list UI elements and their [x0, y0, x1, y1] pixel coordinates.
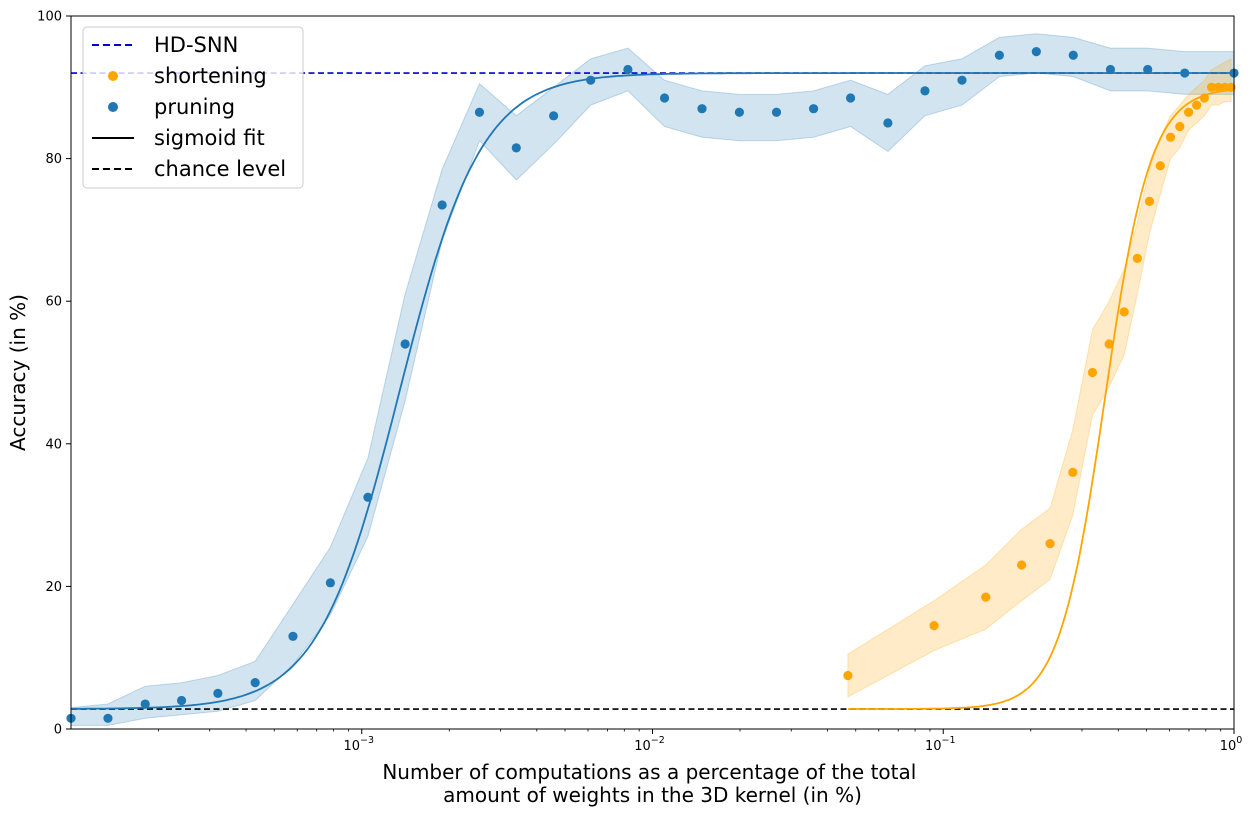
x-tick-label-2: 10−1 — [925, 735, 956, 754]
legend-label-shortening: shortening — [154, 64, 267, 88]
x-axis-ticks: 10−3 10−2 10−1 100 — [158, 729, 1243, 754]
shortening-point-20 — [1226, 82, 1236, 92]
legend-swatch-shortening — [108, 71, 118, 81]
x-axis-label-line2: amount of weights in the 3D kernel (in %… — [443, 783, 862, 807]
legend: HD-SNN shortening pruning sigmoid fit chance… — [82, 26, 304, 189]
pruning-point-20 — [808, 104, 819, 114]
pruning-point-26 — [1031, 47, 1041, 57]
shortening-point-6 — [1087, 367, 1098, 378]
x-axis-label: Number of computations as a percentage o… — [382, 760, 922, 807]
x-tick-label-1: 10−2 — [634, 735, 665, 754]
pruning-point-10 — [437, 200, 447, 210]
pruning-point-5 — [250, 678, 260, 688]
pruning-point-12 — [511, 143, 521, 153]
y-tick-label-1: 20 — [45, 580, 62, 595]
y-tick-label-4: 80 — [45, 152, 62, 167]
pruning-point-7 — [325, 578, 335, 588]
shortening-point-4 — [1045, 539, 1055, 549]
x-tick-label-0: 10−3 — [343, 735, 374, 754]
shortening-point-0 — [843, 670, 853, 681]
pruning-point-3 — [176, 695, 187, 706]
pruning-point-21 — [845, 93, 856, 103]
shortening-point-10 — [1144, 196, 1155, 206]
pruning-point-22 — [883, 118, 893, 128]
legend-label-chance-level: chance level — [154, 157, 286, 181]
shortening-point-12 — [1165, 132, 1176, 142]
pruning-point-14 — [586, 75, 596, 85]
pruning-point-6 — [288, 631, 298, 641]
pruning-point-8 — [363, 492, 373, 502]
shortening-point-15 — [1192, 100, 1202, 110]
shortening-point-17 — [1206, 82, 1217, 92]
legend-label-sigmoid-fit: sigmoid fit — [154, 126, 265, 150]
legend-box — [82, 26, 304, 189]
pruning-point-1 — [103, 713, 113, 723]
pruning-point-17 — [697, 104, 707, 114]
pruning-point-15 — [623, 64, 633, 75]
pruning-point-9 — [400, 339, 410, 349]
pruning-point-23 — [920, 86, 930, 96]
pruning-point-4 — [213, 688, 223, 698]
y-axis-label: Accuracy (in %) — [6, 294, 30, 451]
pruning-point-2 — [140, 699, 150, 709]
pruning-confidence-band — [71, 33, 1234, 726]
pruning-point-29 — [1143, 64, 1153, 75]
shortening-point-3 — [1017, 560, 1027, 570]
shortening-point-8 — [1119, 307, 1129, 317]
shortening-point-14 — [1184, 107, 1194, 117]
pruning-point-27 — [1068, 50, 1078, 60]
shortening-point-9 — [1132, 253, 1142, 264]
y-tick-label-0: 0 — [54, 723, 62, 738]
y-axis-ticks: 0 20 40 60 80 100 — [37, 10, 71, 738]
legend-swatch-pruning — [108, 102, 118, 112]
shortening-point-16 — [1199, 93, 1209, 103]
pruning-point-13 — [549, 111, 559, 121]
shortening-point-18 — [1213, 82, 1224, 92]
pruning-point-16 — [659, 93, 670, 103]
x-axis-label-line1: Number of computations as a percentage o… — [382, 760, 916, 784]
confidence-bands — [71, 33, 1234, 726]
shortening-point-5 — [1068, 467, 1078, 477]
pruning-point-24 — [957, 75, 967, 85]
shortening-confidence-band — [847, 57, 1232, 698]
pruning-point-28 — [1105, 64, 1116, 75]
y-tick-label-2: 40 — [45, 437, 62, 452]
y-tick-label-3: 60 — [45, 295, 62, 310]
shortening-point-7 — [1104, 339, 1114, 349]
pruning-point-30 — [1180, 68, 1190, 78]
pruning-sigmoid-fit — [71, 72, 1234, 710]
legend-label-pruning: pruning — [154, 95, 235, 119]
pruning-point-18 — [734, 107, 744, 117]
data-points — [66, 47, 1239, 723]
shortening-point-11 — [1155, 161, 1165, 171]
shortening-sigmoid-fit — [847, 88, 1234, 710]
shortening-point-13 — [1175, 121, 1185, 132]
pruning-point-11 — [474, 107, 485, 117]
shortening-point-2 — [981, 592, 991, 602]
y-tick-label-5: 100 — [37, 10, 62, 25]
shortening-point-1 — [929, 621, 939, 631]
sigmoid-fit-curves — [71, 72, 1234, 710]
x-tick-label-3: 100 — [1220, 735, 1243, 754]
pruning-point-19 — [771, 107, 782, 117]
pruning-point-25 — [994, 50, 1005, 60]
legend-label-hd-snn: HD-SNN — [154, 33, 238, 57]
